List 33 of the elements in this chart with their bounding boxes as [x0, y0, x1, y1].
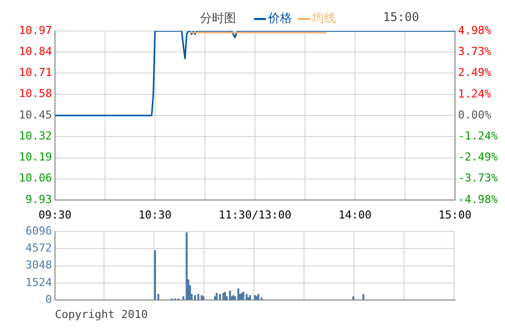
y-tick-label: 10.06 — [18, 172, 52, 185]
y-tick-label: 3048 — [26, 258, 52, 272]
y-tick-label: 10.32 — [18, 129, 52, 142]
x-tick-label: 09:30 — [38, 208, 72, 222]
x-tick-label: 15:00 — [438, 208, 472, 222]
y2-tick-label: -1.24% — [458, 129, 498, 142]
y-tick-label: 10.97 — [18, 24, 52, 37]
y2-tick-label: 0.00% — [458, 108, 492, 122]
y-tick-label: 6096 — [26, 224, 52, 238]
text: 15:00 — [383, 10, 420, 24]
text: Copyright 2010 — [55, 308, 148, 321]
legend-label: 均线 — [312, 10, 336, 27]
x-tick-label: 11:30/13:00 — [218, 208, 292, 222]
legend-label: 价格 — [268, 10, 292, 27]
y2-tick-label: -3.73% — [458, 172, 498, 185]
y-tick-label: 9.93 — [26, 192, 52, 206]
y-tick-label: 10.71 — [18, 66, 52, 80]
y-tick-label: 4572 — [26, 242, 52, 255]
y-tick-label: 1524 — [26, 276, 52, 289]
y2-tick-label: -4.98% — [458, 192, 498, 206]
y2-tick-label: 3.73% — [458, 45, 492, 58]
y2-tick-label: -2.49% — [458, 150, 498, 164]
chart-title: 分时图 — [200, 10, 236, 27]
y-tick-label: 10.45 — [18, 108, 52, 122]
y-tick-label: 10.19 — [18, 150, 52, 164]
y2-tick-label: 4.98% — [458, 24, 492, 37]
y2-tick-label: 2.49% — [458, 66, 492, 80]
x-tick-label: 14:00 — [338, 208, 372, 222]
y-tick-label: 10.84 — [18, 44, 52, 58]
y-tick-label: 10.58 — [18, 87, 52, 100]
y2-tick-label: 1.24% — [458, 87, 492, 100]
x-tick-label: 10:30 — [138, 208, 172, 222]
y-tick-label: 0 — [45, 292, 52, 306]
